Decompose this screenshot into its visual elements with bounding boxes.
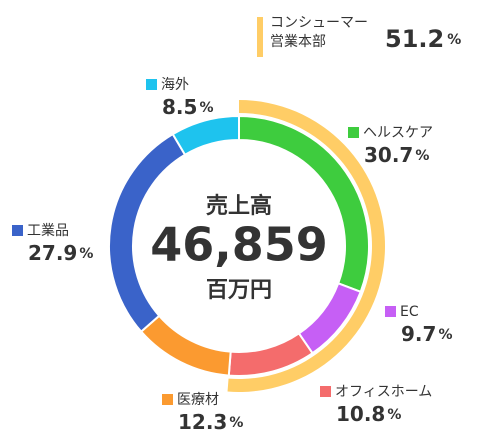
legend-label: EC: [400, 304, 419, 320]
unit: %: [199, 100, 213, 116]
value: 8.5: [162, 95, 197, 119]
value: 12.3: [178, 410, 227, 434]
data-label: 9.7%: [401, 322, 452, 346]
legend-swatch: [12, 225, 23, 236]
legend-label: 医療材: [177, 391, 219, 408]
data-label: 12.3%: [178, 410, 243, 434]
legend-swatch: [320, 386, 331, 397]
center-value: 46,859: [150, 218, 328, 272]
data-label: 8.5%: [162, 95, 213, 119]
legend-label: 工業品: [27, 223, 69, 239]
center-unit: 百万円: [206, 278, 272, 303]
value: 27.9: [28, 241, 77, 265]
group-label: 営業本部: [270, 34, 326, 50]
legend-swatch: [162, 394, 173, 405]
group-value: 51.2%: [385, 25, 461, 53]
legend-swatch: [385, 306, 396, 317]
donut-segment: [171, 114, 240, 157]
unit: %: [438, 327, 452, 343]
legend-swatch: [348, 127, 359, 138]
legend-label: オフィスホーム: [335, 384, 432, 400]
group-label: コンシューマー: [270, 15, 368, 31]
value: 9.7: [401, 322, 436, 346]
legend-swatch: [146, 79, 157, 90]
unit: %: [415, 148, 429, 164]
group-swatch: [257, 17, 263, 57]
legend-label: 海外: [161, 77, 189, 93]
unit: %: [79, 246, 93, 262]
data-label: 30.7%: [364, 143, 429, 167]
value: 10.8: [336, 402, 385, 426]
unit: %: [447, 32, 461, 48]
legend-label: ヘルスケア: [363, 125, 433, 141]
unit: %: [387, 407, 401, 423]
data-label: 10.8%: [336, 402, 401, 426]
center-title: 売上高: [206, 193, 272, 219]
value: 51.2: [385, 25, 444, 53]
data-label: 27.9%: [28, 241, 93, 265]
value: 30.7: [364, 143, 413, 167]
unit: %: [229, 415, 243, 431]
donut-segment: [139, 314, 232, 377]
